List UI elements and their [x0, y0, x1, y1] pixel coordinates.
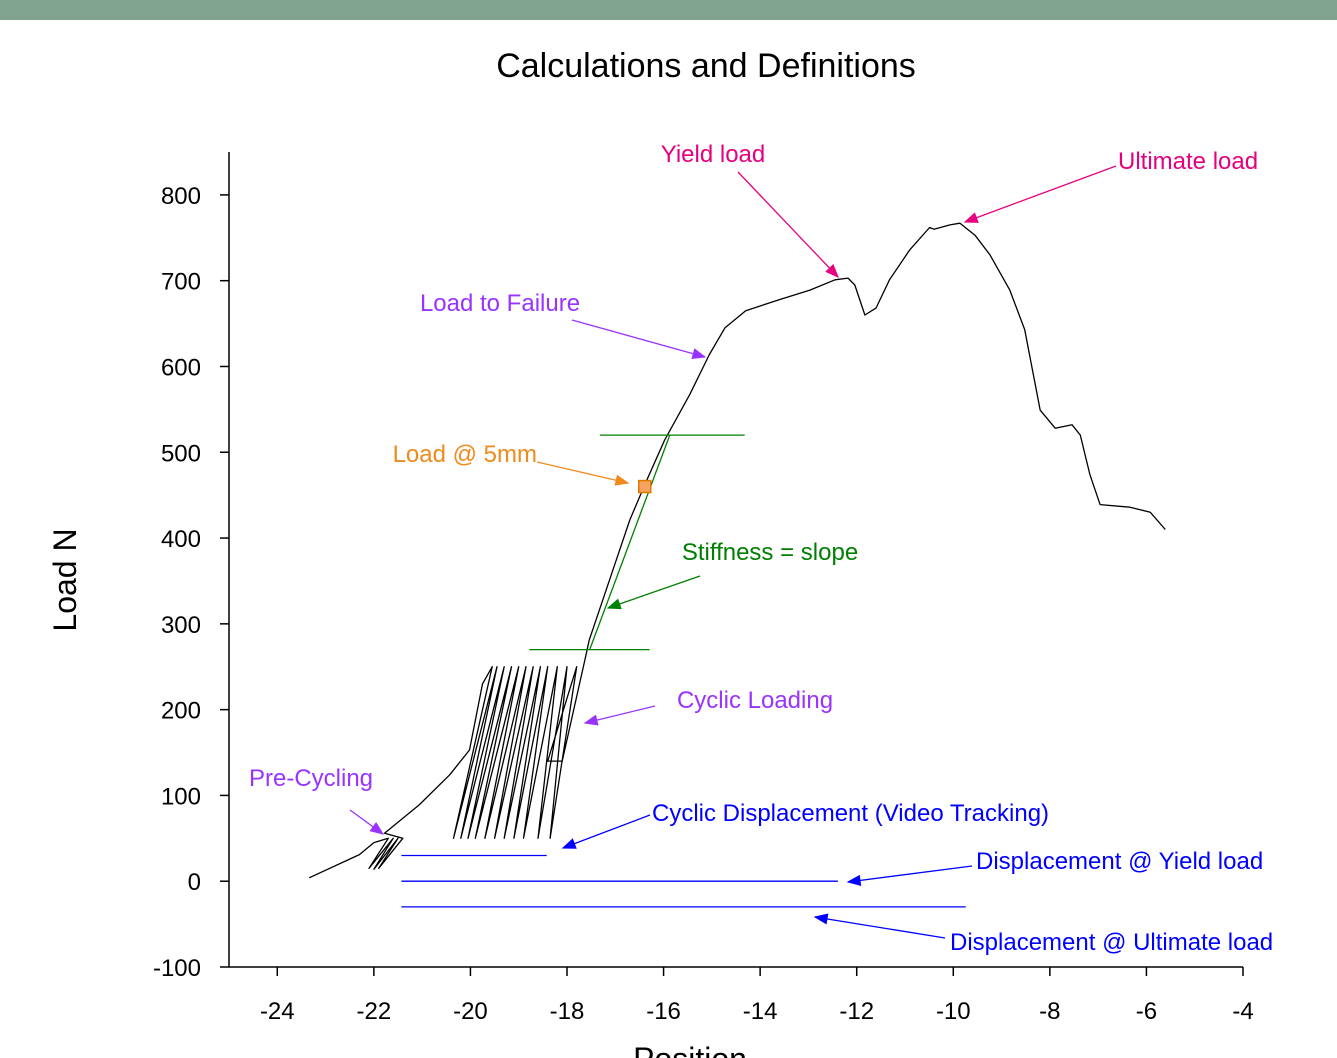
x-tick-label: -18: [550, 998, 585, 1025]
annotation-text: Cyclic Loading: [677, 687, 833, 714]
x-tick-label: -4: [1232, 998, 1253, 1025]
x-tick-label: -16: [646, 998, 681, 1025]
annotation-arrow: [536, 461, 630, 486]
y-tick-label: -100: [153, 955, 201, 982]
annotation-arrow: [813, 913, 946, 939]
annotation-arrow: [737, 171, 839, 279]
annotation-text: Ultimate load: [1118, 148, 1258, 175]
y-tick-label: 0: [188, 869, 201, 896]
annotation-arrow: [606, 575, 701, 610]
x-tick-label: -12: [839, 998, 874, 1025]
x-axis-label: Position: [633, 1041, 747, 1058]
annotation-text: Yield load: [661, 141, 766, 168]
y-tick-label: 800: [161, 183, 201, 210]
annotation-text: Displacement @ Ultimate load: [950, 929, 1273, 956]
data-line: [589, 434, 671, 650]
chart-title: Calculations and Definitions: [496, 47, 916, 85]
x-tick-label: -24: [260, 998, 295, 1025]
annotation-arrow: [349, 809, 385, 835]
y-axis-label: Load N: [47, 528, 83, 631]
x-tick-label: -20: [453, 998, 488, 1025]
x-tick-label: -8: [1039, 998, 1060, 1025]
x-tick-label: -10: [936, 998, 971, 1025]
data-line: [308, 222, 1166, 879]
annotation-arrow: [571, 319, 707, 360]
y-tick-label: 300: [161, 612, 201, 639]
x-tick-label: -6: [1136, 998, 1157, 1025]
annotation-arrow: [583, 705, 656, 726]
annotation-text: Displacement @ Yield load: [976, 848, 1263, 875]
y-tick-label: 600: [161, 354, 201, 381]
marker-point: [637, 479, 652, 494]
annotation-text: Load to Failure: [420, 290, 580, 317]
annotation-arrow: [846, 865, 973, 886]
annotation-arrow: [963, 165, 1117, 223]
annotation-text: Cyclic Displacement (Video Tracking): [652, 800, 1049, 827]
y-tick-label: 700: [161, 269, 201, 296]
annotation-text: Pre-Cycling: [249, 765, 373, 792]
y-tick-label: 100: [161, 783, 201, 810]
header-band: [0, 0, 1337, 20]
x-tick-label: -22: [357, 998, 392, 1025]
y-tick-label: 200: [161, 698, 201, 725]
annotation-arrow: [561, 814, 651, 849]
annotation-text: Stiffness = slope: [682, 539, 858, 566]
x-tick-label: -14: [743, 998, 778, 1025]
y-tick-label: 400: [161, 526, 201, 553]
y-tick-label: 500: [161, 440, 201, 467]
annotation-text: Load @ 5mm: [393, 441, 537, 468]
